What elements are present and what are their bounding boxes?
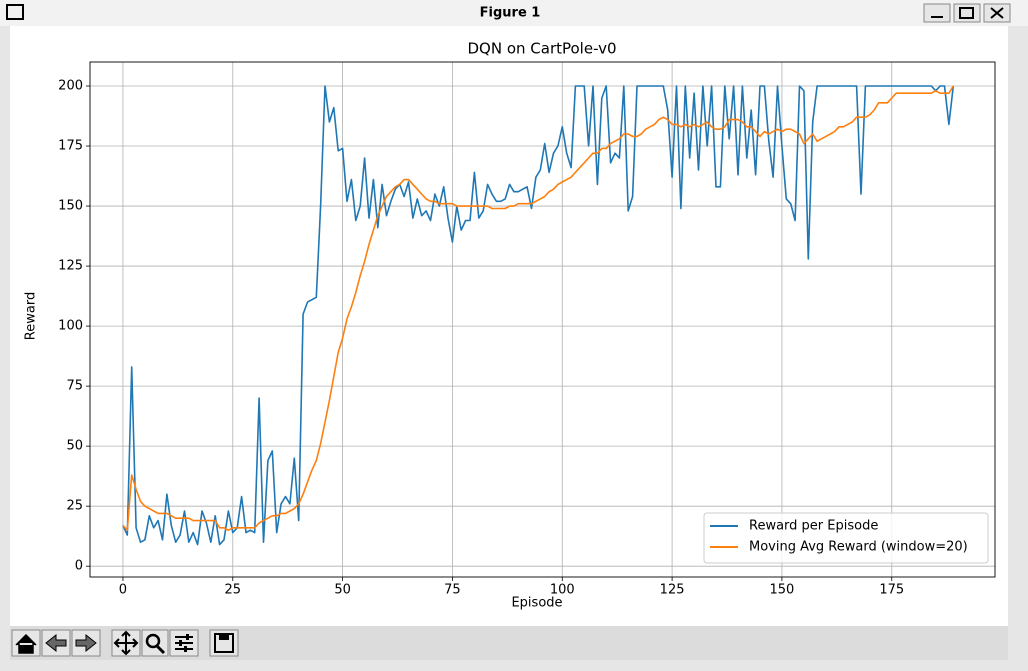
x-tick-label: 125 bbox=[660, 583, 685, 598]
y-tick-label: 50 bbox=[66, 439, 83, 454]
maximize-button[interactable] bbox=[953, 3, 981, 23]
y-tick-label: 150 bbox=[58, 199, 83, 214]
x-tick-label: 100 bbox=[550, 583, 575, 598]
minimize-button[interactable] bbox=[923, 3, 951, 23]
y-axis-label: Reward bbox=[24, 292, 39, 340]
window-icon bbox=[6, 4, 24, 20]
legend-label: Moving Avg Reward (window=20) bbox=[749, 540, 968, 555]
y-tick-label: 100 bbox=[58, 319, 83, 334]
y-tick-label: 200 bbox=[58, 79, 83, 94]
window-title: Figure 1 bbox=[480, 6, 541, 21]
y-tick-label: 75 bbox=[66, 379, 83, 394]
legend-label: Reward per Episode bbox=[749, 519, 878, 534]
plot-area: 0 25 50 75 100 125 150 175 0 25 50 75 100 125 150 175 20… bbox=[58, 61, 996, 598]
y-tick-label: 25 bbox=[66, 499, 83, 514]
close-button[interactable] bbox=[983, 3, 1011, 23]
x-tick-label: 50 bbox=[334, 583, 351, 598]
x-tick-label: 75 bbox=[444, 583, 461, 598]
zoom-button[interactable] bbox=[141, 629, 169, 657]
legend: Reward per Episode Moving Avg Reward (win… bbox=[703, 512, 989, 564]
forward-button[interactable] bbox=[71, 629, 101, 657]
y-tick-label: 0 bbox=[75, 559, 83, 574]
x-tick-label: 25 bbox=[225, 583, 242, 598]
title-bar bbox=[0, 0, 1028, 26]
x-axis-label: Episode bbox=[511, 596, 562, 611]
x-tick-label: 175 bbox=[879, 583, 904, 598]
save-button[interactable] bbox=[209, 629, 239, 657]
x-tick-label: 0 bbox=[119, 583, 127, 598]
chart-title: DQN on CartPole-v0 bbox=[467, 40, 616, 58]
configure-button[interactable] bbox=[169, 629, 199, 657]
pan-button[interactable] bbox=[111, 629, 141, 657]
y-tick-label: 125 bbox=[58, 259, 83, 274]
x-tick-label: 150 bbox=[770, 583, 795, 598]
series-line bbox=[122, 85, 955, 546]
y-tick-label: 175 bbox=[58, 139, 83, 154]
home-button[interactable] bbox=[11, 629, 41, 657]
series-line bbox=[122, 85, 954, 531]
legend-box bbox=[703, 512, 989, 564]
axes-frame bbox=[89, 61, 996, 578]
back-button[interactable] bbox=[41, 629, 71, 657]
